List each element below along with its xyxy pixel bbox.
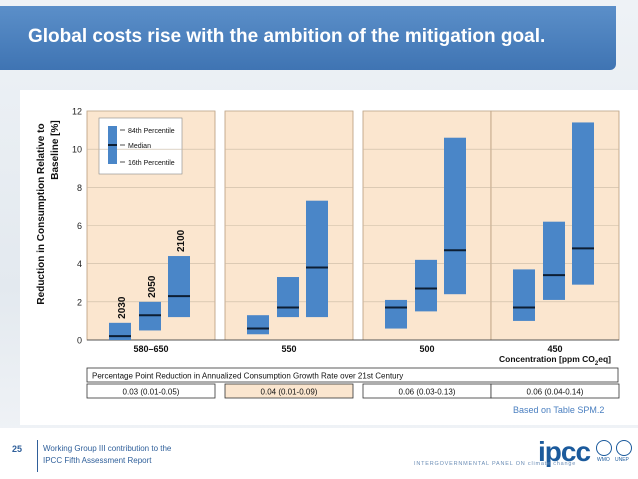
year-label-2050: 2050 — [147, 275, 158, 298]
box-580–650-2100 — [168, 256, 190, 318]
x-axis-title-suffix: eq] — [598, 354, 611, 364]
ipcc-logo: ipcc — [538, 436, 591, 467]
box-500-2030 — [385, 299, 407, 329]
wmo-label: WMO — [597, 457, 610, 463]
growth-value: 0.04 (0.01-0.09) — [261, 388, 318, 397]
x-axis-title-prefix: Concentration [ppm CO — [499, 354, 595, 364]
box-450-2100 — [572, 122, 594, 285]
growth-value: 0.03 (0.01-0.05) — [123, 388, 180, 397]
group-label: 450 — [547, 344, 562, 354]
legend-label-median: Median — [128, 143, 151, 150]
growth-row-title-box — [86, 367, 619, 383]
y-tick-label: 4 — [77, 259, 82, 269]
year-label-2030: 2030 — [117, 296, 128, 319]
group-label: 550 — [281, 344, 296, 354]
box-500-2100 — [444, 137, 466, 295]
box-500-2050 — [415, 259, 437, 312]
box-580–650-2030 — [109, 322, 131, 340]
legend-label-p16: 16th Percentile — [128, 160, 175, 167]
year-label-2100: 2100 — [176, 229, 187, 252]
source-note: Based on Table SPM.2 — [513, 405, 605, 415]
y-axis-title-line2: Baseline [%] — [50, 120, 61, 179]
y-tick-label: 12 — [72, 107, 82, 117]
unep-logo-icon — [616, 440, 632, 456]
group-label: 500 — [419, 344, 434, 354]
y-tick-label: 10 — [72, 145, 82, 155]
box-450-2050 — [543, 221, 565, 300]
footer-divider — [37, 440, 38, 472]
growth-cell-4 — [490, 383, 620, 399]
growth-value: 0.06 (0.03-0.13) — [399, 388, 456, 397]
y-tick-label: 0 — [77, 336, 82, 346]
y-tick-label: 8 — [77, 183, 82, 193]
x-axis-title: Concentration [ppm CO2eq] — [499, 354, 611, 367]
x-axis-title-subscript: 2 — [595, 361, 599, 367]
footer-text-line1: Working Group III contribution to the — [43, 444, 172, 453]
y-tick-label: 2 — [77, 297, 82, 307]
footer — [0, 428, 638, 479]
box-550-2100 — [306, 200, 328, 318]
growth-value: 0.06 (0.04-0.14) — [527, 388, 584, 397]
box-550-2030 — [247, 315, 269, 335]
growth-cell-2 — [224, 383, 354, 399]
wmo-logo-icon — [596, 440, 612, 456]
box-450-2030 — [513, 269, 535, 321]
ipcc-tagline: INTERGOVERNMENTAL PANEL ON climate chang… — [414, 461, 577, 467]
title-bar — [0, 6, 616, 70]
box-550-2050 — [277, 277, 299, 318]
growth-row-title: Percentage Point Reduction in Annualized… — [92, 372, 403, 381]
page-number: 25 — [12, 444, 23, 454]
y-tick-label: 6 — [77, 221, 82, 231]
unep-label: UNEP — [615, 457, 629, 463]
y-axis-title-line1: Reduction in Consumption Relative to — [36, 123, 47, 304]
slide-title: Global costs rise with the ambition of t… — [28, 26, 546, 47]
legend-label-p84: 84th Percentile — [128, 128, 175, 135]
footer-text-line2: IPCC Fifth Assessment Report — [43, 456, 152, 465]
growth-cell-1 — [86, 383, 216, 399]
group-label: 580–650 — [133, 344, 168, 354]
